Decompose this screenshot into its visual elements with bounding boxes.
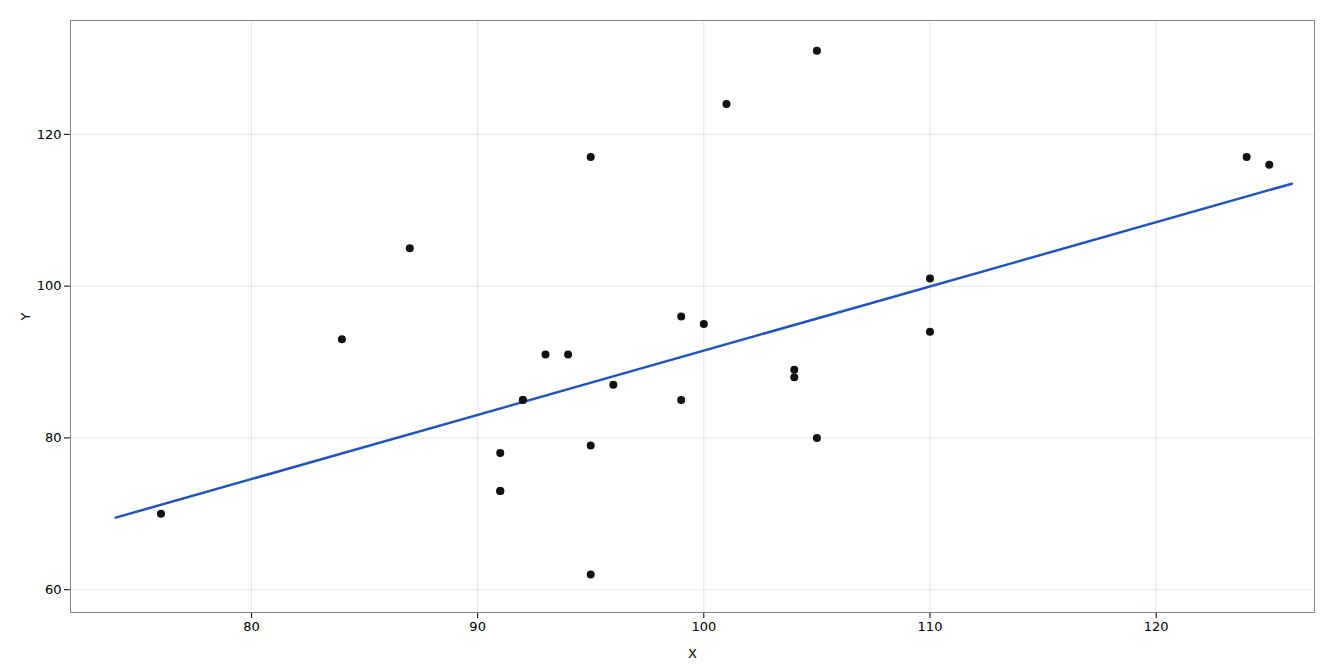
svg-text:120: 120 [1144, 619, 1169, 634]
svg-text:100: 100 [691, 619, 716, 634]
svg-text:100: 100 [37, 278, 62, 293]
svg-text:90: 90 [469, 619, 486, 634]
svg-text:110: 110 [918, 619, 943, 634]
svg-text:60: 60 [45, 582, 62, 597]
svg-text:120: 120 [37, 127, 62, 142]
svg-text:80: 80 [45, 430, 62, 445]
svg-text:80: 80 [243, 619, 260, 634]
svg-text:X: X [688, 646, 697, 661]
svg-text:Y: Y [18, 312, 33, 321]
